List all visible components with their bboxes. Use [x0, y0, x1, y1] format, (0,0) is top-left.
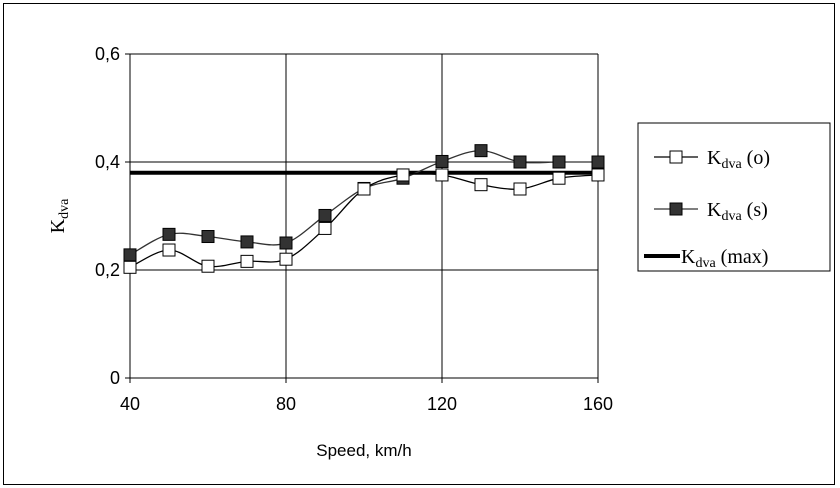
y-axis-title-main: K: [47, 218, 69, 233]
data-point-open: [357, 182, 371, 196]
legend-box: [637, 122, 831, 272]
legend-label: Kdva (o): [707, 147, 770, 172]
legend-label: Kdva (max): [681, 246, 768, 271]
data-point-filled: [123, 248, 137, 262]
y-tick-label: 0,6: [95, 44, 120, 64]
data-point-filled: [162, 227, 176, 241]
data-point-filled: [201, 230, 215, 244]
legend-label: Kdva (s): [707, 199, 768, 224]
data-point-open: [591, 168, 605, 182]
y-axis-title: Kdva: [47, 198, 72, 233]
y-tick-label: 0: [110, 368, 120, 388]
data-point-filled: [552, 155, 566, 169]
plot-area: [130, 54, 598, 378]
x-axis-title: Speed, km/h: [316, 441, 411, 460]
legend: Kdva (o) Kdva (s) Kdva (max): [637, 122, 831, 272]
legend-item: Kdva (o): [654, 147, 770, 172]
data-point-filled: [474, 144, 488, 158]
series-0: [123, 168, 605, 274]
legend-item: Kdva (max): [644, 246, 768, 271]
tick-labels: 0 0,2 0,4 0,6 40 80 120 160: [95, 44, 613, 414]
data-point-open: [435, 168, 449, 182]
data-point-open: [513, 182, 527, 196]
data-point-open: [474, 178, 488, 192]
legend-marker: [669, 150, 683, 164]
data-point-open: [396, 168, 410, 182]
data-point-filled: [240, 235, 254, 249]
x-tick-label: 80: [276, 394, 296, 414]
data-point-filled: [591, 155, 605, 169]
legend-marker: [669, 202, 683, 216]
x-tick-label: 160: [583, 394, 613, 414]
data-point-open: [240, 254, 254, 268]
data-point-open: [123, 260, 137, 274]
data-point-open: [162, 243, 176, 257]
data-point-filled: [435, 154, 449, 168]
data-point-open: [318, 221, 332, 235]
series-group: [123, 144, 605, 274]
data-point-filled: [513, 155, 527, 169]
legend-item: Kdva (s): [654, 199, 768, 224]
data-point-open: [552, 171, 566, 185]
y-axis-title-sub: dva: [57, 198, 72, 219]
data-point-filled: [318, 208, 332, 222]
x-tick-label: 40: [120, 394, 140, 414]
data-point-filled: [279, 236, 293, 250]
data-point-open: [201, 259, 215, 273]
series-1: [123, 144, 605, 262]
x-tick-label: 120: [427, 394, 457, 414]
data-point-open: [279, 252, 293, 266]
y-tick-label: 0,2: [95, 260, 120, 280]
y-tick-label: 0,4: [95, 152, 120, 172]
